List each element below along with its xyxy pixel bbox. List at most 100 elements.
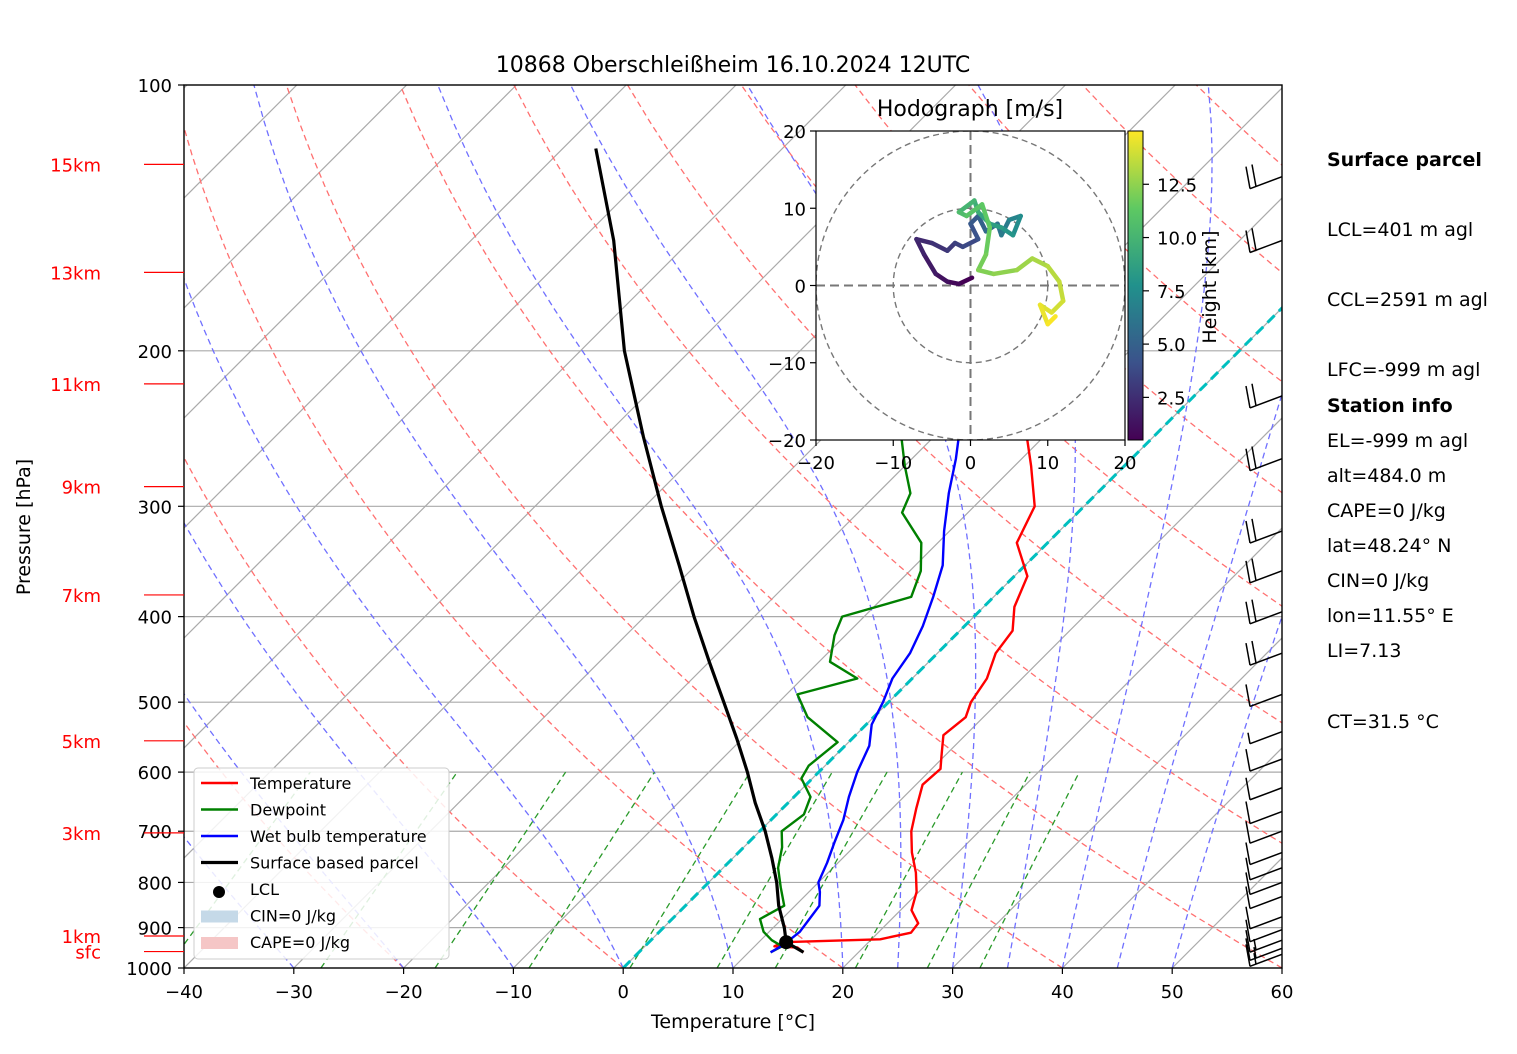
legend-label: Dewpoint [250, 801, 326, 820]
isotherm-line [184, 85, 737, 639]
height-label: 1km [62, 927, 101, 948]
wind-barb-flag [1245, 748, 1251, 772]
y-tick-label: 900 [138, 919, 172, 940]
y-tick-label: 1000 [126, 959, 172, 980]
moist-adiabat [570, 85, 902, 968]
height-label: 7km [62, 586, 101, 607]
y-axis-label: Pressure [hPa] [13, 459, 35, 595]
moist-adiabat [437, 85, 844, 968]
x-tick-label: 40 [1051, 982, 1074, 1003]
isotherm-line [184, 85, 847, 749]
wind-barb [1245, 228, 1283, 254]
x-tick-label: 10 [722, 982, 745, 1003]
wind-barb [1247, 731, 1283, 745]
wind-barb [1245, 684, 1283, 708]
hodograph-segment [956, 198, 977, 215]
surface-parcel-cape: CAPE=0 J/kg [1327, 499, 1446, 522]
hodograph-segment [929, 240, 950, 253]
wind-barb-flag [1245, 601, 1251, 624]
hodograph-segment [933, 271, 950, 284]
wind-barb-staff [1249, 175, 1283, 190]
y-tick-label: 600 [138, 763, 172, 784]
surface-parcel-el: EL=-999 m agl [1327, 429, 1469, 452]
wind-barb [1245, 842, 1283, 866]
hodograph-segment [1037, 302, 1050, 327]
wind-barb-flag [1245, 919, 1251, 942]
mixing-ratio-line [629, 771, 751, 968]
hodograph-segment [914, 236, 935, 246]
dry-adiabat [399, 85, 1282, 968]
wind-barb [1245, 919, 1283, 943]
colorbar-tick-label: 5.0 [1157, 335, 1186, 356]
colorbar-tick-label: 10.0 [1157, 229, 1197, 250]
y-tick-label: 300 [138, 497, 172, 518]
hodograph-segment [999, 225, 1016, 238]
station-info-heading: Station info [1327, 394, 1453, 417]
isotherm-line [622, 307, 1282, 968]
legend: Temperature Dewpoint Wet bulb temperature S… [193, 767, 450, 960]
hodograph-segment [979, 202, 993, 230]
wind-barb-flag [1245, 938, 1251, 961]
isotherm-line [732, 417, 1282, 968]
wind-barb-flag [1251, 228, 1257, 251]
wind-barb-flag [1245, 448, 1251, 471]
wind-barb-flag [1245, 166, 1251, 189]
wind-barb-staff [1249, 881, 1283, 896]
dry-adiabat [854, 85, 1282, 494]
y-tick-label: 400 [138, 608, 172, 629]
mixing-ratio-line [926, 771, 1031, 968]
y-tick-label: 500 [138, 693, 172, 714]
legend-box [193, 767, 450, 960]
wind-barb-staff [1249, 947, 1283, 962]
legend-label: Surface based parcel [250, 854, 419, 873]
height-label: 15km [50, 155, 101, 176]
x-tick-label: −10 [494, 982, 532, 1003]
mixing-ratio-line [528, 771, 656, 968]
wind-barb [1245, 906, 1283, 930]
legend-swatch [213, 886, 225, 898]
wind-barb [1245, 872, 1283, 896]
hodograph-segment [975, 213, 989, 234]
wind-barb-half-flag [1253, 946, 1257, 959]
moist-adiabat [1171, 614, 1282, 968]
y-tick-label: 800 [138, 873, 172, 894]
surface-parcel-li: LI=7.13 [1327, 640, 1402, 663]
isotherm-line [184, 85, 517, 419]
wind-barbs [1245, 164, 1283, 968]
chart-title: 10868 Oberschleißheim 16.10.2024 12UTC [496, 53, 971, 78]
height-label: 11km [50, 375, 101, 396]
hodograph-x-tick-label: −20 [797, 453, 835, 474]
legend-swatch [201, 910, 238, 923]
station-info-panel: Station info alt=484.0 m lat=48.24° N lo… [1327, 348, 1454, 652]
legend-label: Wet bulb temperature [250, 827, 427, 846]
surface-parcel-lfc: LFC=-999 m agl [1327, 359, 1481, 382]
x-axis-label: Temperature [°C] [650, 1011, 815, 1033]
wind-barb-staff [1249, 867, 1283, 881]
wind-barb-staff [1249, 929, 1283, 943]
wind-barb-staff [1249, 939, 1283, 953]
wind-barb-staff [1249, 758, 1283, 772]
hodograph-y-tick-label: −10 [768, 354, 806, 375]
dry-adiabat [285, 85, 1063, 968]
hodograph-segment [921, 252, 938, 277]
hodograph-y-tick-label: 20 [783, 122, 806, 143]
wind-barb-staff [1249, 693, 1283, 708]
hodograph-x-tick-label: 0 [965, 453, 976, 474]
hodograph-x-tick-label: 10 [1036, 453, 1059, 474]
wind-barb [1245, 164, 1283, 190]
wind-barb-staff [1249, 652, 1283, 666]
hodograph-segment [1010, 213, 1023, 238]
surface-parcel-ct: CT=31.5 °C [1327, 710, 1439, 733]
wind-barb-flag [1245, 930, 1251, 953]
colorbar-tick-label: 2.5 [1157, 388, 1186, 409]
isotherm-line [952, 637, 1282, 968]
hodograph-segment [1014, 256, 1035, 273]
mixing-ratio-line [774, 771, 888, 968]
surface-parcel-lcl: LCL=401 m agl [1327, 219, 1474, 242]
isotherm-line [512, 197, 1282, 968]
height-label: 9km [62, 478, 101, 499]
wind-barb-staff [1249, 611, 1283, 625]
wind-barb [1245, 777, 1283, 801]
colorbar-tick-label: 7.5 [1157, 282, 1186, 303]
